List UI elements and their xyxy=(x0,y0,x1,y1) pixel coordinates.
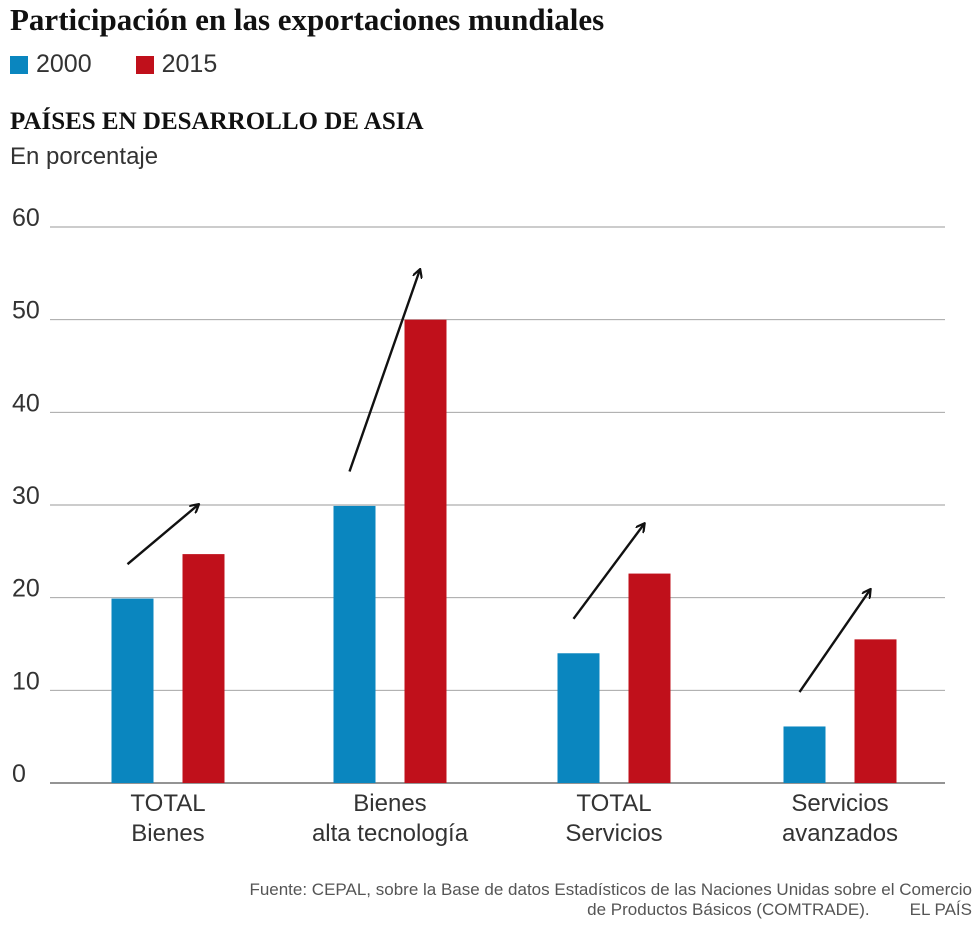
chart-title: Participación en las exportaciones mundi… xyxy=(10,2,605,37)
category-label-0-0: TOTAL xyxy=(130,790,205,817)
y-tick-label-10: 10 xyxy=(12,667,40,695)
bar-2000-3 xyxy=(783,726,826,783)
trend-arrow-1 xyxy=(348,271,420,472)
legend-label-2000: 2000 xyxy=(36,50,92,78)
source-line-2: de Productos Básicos (COMTRADE). xyxy=(587,900,870,919)
y-tick-label-20: 20 xyxy=(12,575,40,603)
source-line-2-row: de Productos Básicos (COMTRADE). EL PAÍS xyxy=(249,900,972,920)
bar-2000-2 xyxy=(557,653,600,783)
category-label-1-0: Bienes xyxy=(353,790,426,817)
legend-swatch-2000 xyxy=(10,55,28,74)
legend-label-2015: 2015 xyxy=(161,50,218,78)
category-label-3-0: Servicios xyxy=(791,790,888,817)
bar-2000-0 xyxy=(111,598,154,783)
category-label-1-1: alta tecnología xyxy=(312,820,469,847)
bar-2015-3 xyxy=(854,639,897,783)
bar-2000-1 xyxy=(333,505,376,783)
y-tick-label-30: 30 xyxy=(12,482,40,510)
source-note: Fuente: CEPAL, sobre la Base de datos Es… xyxy=(249,880,972,920)
category-label-3-1: avanzados xyxy=(782,820,898,847)
y-tick-label-40: 40 xyxy=(12,389,40,417)
y-tick-label-60: 60 xyxy=(12,204,40,232)
legend-item-2000: 2000 xyxy=(10,50,92,79)
legend-item-2015: 2015 xyxy=(135,50,218,79)
category-label-2-1: Servicios xyxy=(565,820,662,847)
brand-label: EL PAÍS xyxy=(909,900,972,919)
trend-arrow-3 xyxy=(798,591,870,693)
y-tick-label-50: 50 xyxy=(12,297,40,325)
source-line-1: Fuente: CEPAL, sobre la Base de datos Es… xyxy=(249,880,972,899)
category-label-2-0: TOTAL xyxy=(576,790,651,817)
category-label-0-1: Bienes xyxy=(131,820,204,847)
legend: 2000 2015 xyxy=(10,50,261,79)
bar-2015-1 xyxy=(404,319,447,783)
trend-arrow-0 xyxy=(126,505,198,566)
trend-arrow-2 xyxy=(572,525,644,620)
bar-2015-2 xyxy=(628,573,671,783)
y-tick-label-0: 0 xyxy=(12,760,26,788)
unit-label: En porcentaje xyxy=(10,143,159,170)
legend-swatch-2015 xyxy=(135,55,154,74)
chart-subtitle: PAÍSES EN DESARROLLO DE ASIA xyxy=(10,108,424,135)
bar-2015-0 xyxy=(182,554,225,783)
